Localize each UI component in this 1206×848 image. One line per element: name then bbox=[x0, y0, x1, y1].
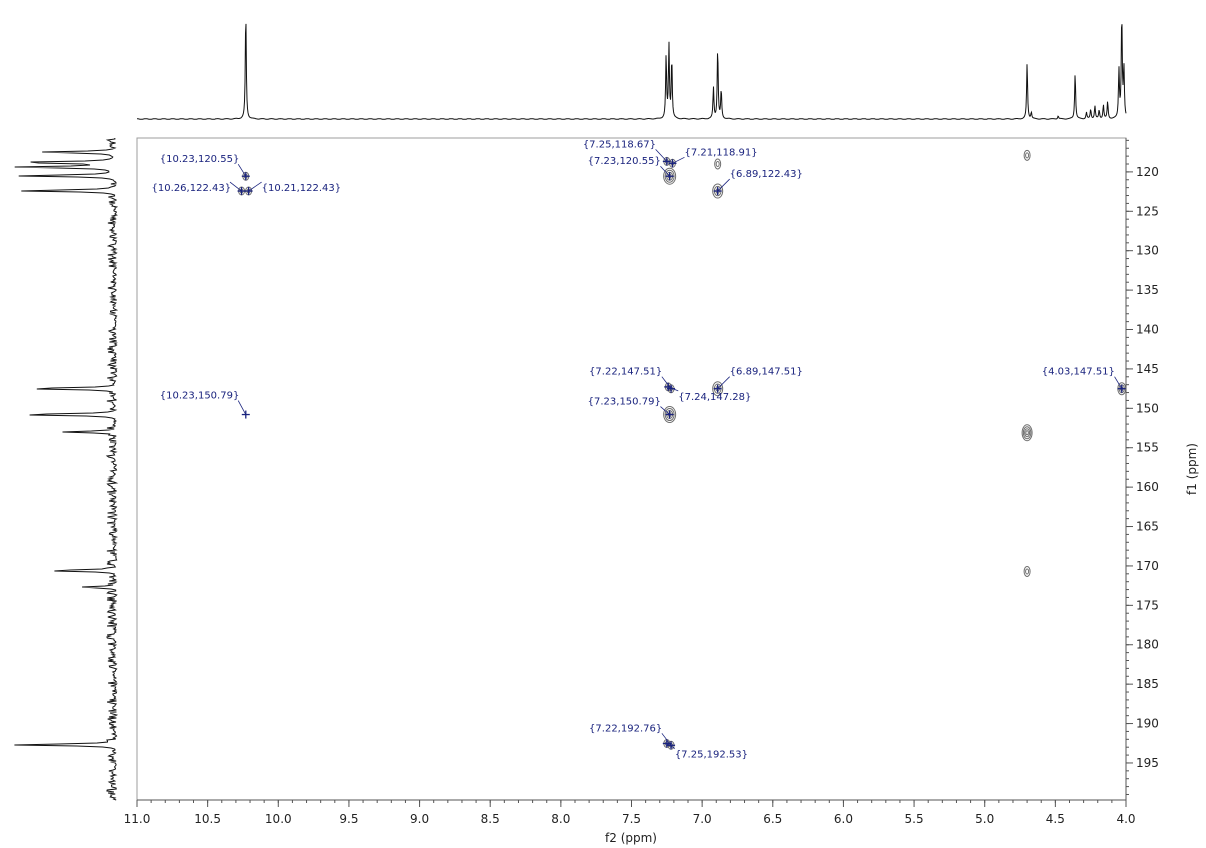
peak-leader bbox=[668, 386, 679, 392]
peak-leader bbox=[717, 376, 730, 389]
peak-leader bbox=[672, 156, 685, 164]
y-tick-label: 180 bbox=[1136, 638, 1159, 652]
peak-label: {10.21,122.43} bbox=[262, 183, 342, 194]
unlabeled-contour bbox=[1023, 149, 1031, 161]
peak-label: {7.21,118.91} bbox=[684, 147, 757, 158]
unlabeled-contour bbox=[1025, 568, 1030, 575]
x-tick-label: 8.0 bbox=[551, 812, 570, 826]
x-tick-label: 11.0 bbox=[124, 812, 151, 826]
y-tick-label: 175 bbox=[1136, 598, 1159, 612]
x-tick-label: 7.5 bbox=[622, 812, 641, 826]
y-tick-label: 140 bbox=[1136, 323, 1159, 337]
peak-contour bbox=[663, 406, 677, 424]
f2-projection-line bbox=[137, 23, 1127, 120]
peak-label: {6.89,122.43} bbox=[730, 169, 803, 180]
peak-leader bbox=[660, 165, 670, 177]
f1-projection-trace bbox=[14, 137, 119, 801]
peak-leader bbox=[666, 743, 676, 749]
y-tick-label: 145 bbox=[1136, 362, 1159, 376]
peak-leader bbox=[1114, 376, 1123, 389]
x-tick-label: 4.5 bbox=[1046, 812, 1065, 826]
y-tick-label: 185 bbox=[1136, 677, 1159, 691]
peak-leader bbox=[655, 149, 668, 162]
peak-label: {7.23,150.79} bbox=[588, 397, 661, 408]
x-axis: 11.0 10.5 10.0 9.5 9.0 8.5 8.0 7.5 7.0 6.5 6.0 5.5 5… bbox=[124, 799, 1136, 826]
unlabeled-contour bbox=[1022, 426, 1032, 440]
peak-leader bbox=[229, 181, 242, 192]
peak-leader bbox=[660, 406, 670, 415]
unlabeled-contour bbox=[1025, 430, 1029, 436]
peak-label: {7.22,192.76} bbox=[589, 723, 662, 734]
peak-leader bbox=[237, 164, 247, 177]
x-tick-label: 8.5 bbox=[481, 812, 500, 826]
peak-label: {7.22,147.51} bbox=[589, 367, 662, 378]
unlabeled-contour bbox=[714, 158, 722, 170]
peak-label: {10.23,150.79} bbox=[160, 391, 240, 402]
peak-leader bbox=[717, 178, 730, 192]
unlabeled-contour bbox=[1024, 428, 1031, 438]
peak-label: {6.89,147.51} bbox=[730, 367, 803, 378]
x-axis-title: f2 (ppm) bbox=[605, 831, 657, 845]
peak-label: {10.26,122.43} bbox=[152, 183, 232, 194]
f2-projection-trace bbox=[137, 23, 1127, 120]
peak-label: {7.24,147.28} bbox=[678, 392, 751, 403]
y-tick-label: 150 bbox=[1136, 401, 1159, 415]
peak-label: {4.03,147.51} bbox=[1042, 367, 1115, 378]
peak-contour bbox=[712, 381, 724, 397]
x-tick-label: 9.5 bbox=[339, 812, 358, 826]
x-tick-label: 10.0 bbox=[265, 812, 292, 826]
y-axis-title: f1 (ppm) bbox=[1185, 443, 1199, 495]
peak-label: {10.23,120.55} bbox=[160, 154, 240, 165]
x-tick-label: 10.5 bbox=[194, 812, 221, 826]
y-tick-label: 155 bbox=[1136, 441, 1159, 455]
y-tick-label: 130 bbox=[1136, 244, 1159, 258]
x-tick-label: 6.5 bbox=[763, 812, 782, 826]
y-tick-label: 170 bbox=[1136, 559, 1159, 573]
peak-contour bbox=[664, 169, 675, 183]
y-tick-label: 120 bbox=[1136, 165, 1159, 179]
y-tick-label: 135 bbox=[1136, 283, 1159, 297]
x-tick-label: 4.0 bbox=[1116, 812, 1135, 826]
y-tick-label: 125 bbox=[1136, 204, 1159, 218]
peak-leader bbox=[237, 400, 247, 415]
peak-layer: {10.23,120.55} {10.26,122.43} {10.21,122.4… bbox=[152, 139, 1126, 760]
y-tick-label: 160 bbox=[1136, 480, 1159, 494]
peak-contour bbox=[712, 183, 724, 199]
peak-label: {7.25,192.53} bbox=[675, 749, 748, 760]
x-tick-label: 6.0 bbox=[834, 812, 853, 826]
y-tick-label: 190 bbox=[1136, 717, 1159, 731]
unlabeled-contour bbox=[1023, 565, 1031, 577]
plot-frame bbox=[136, 137, 1127, 801]
unlabeled-contour bbox=[1025, 152, 1030, 159]
peak-label: {7.25,118.67} bbox=[583, 139, 656, 150]
peak-leader bbox=[248, 181, 262, 192]
x-tick-label: 5.0 bbox=[975, 812, 994, 826]
x-tick-label: 7.0 bbox=[693, 812, 712, 826]
y-tick-label: 165 bbox=[1136, 520, 1159, 534]
f1-projection-line bbox=[14, 137, 119, 801]
x-tick-label: 9.0 bbox=[410, 812, 429, 826]
x-tick-label: 5.5 bbox=[905, 812, 924, 826]
unlabeled-contour bbox=[715, 161, 720, 168]
y-axis: 120 125 130 135 140 145 150 155 160 165 170 175 180 1… bbox=[1125, 138, 1159, 800]
peak-contour bbox=[664, 408, 675, 422]
contour-layer bbox=[238, 149, 1127, 750]
y-tick-label: 195 bbox=[1136, 756, 1159, 770]
peak-contour bbox=[663, 167, 677, 185]
unlabeled-contour bbox=[1021, 424, 1033, 442]
peak-label: {7.23,120.55} bbox=[588, 156, 661, 167]
